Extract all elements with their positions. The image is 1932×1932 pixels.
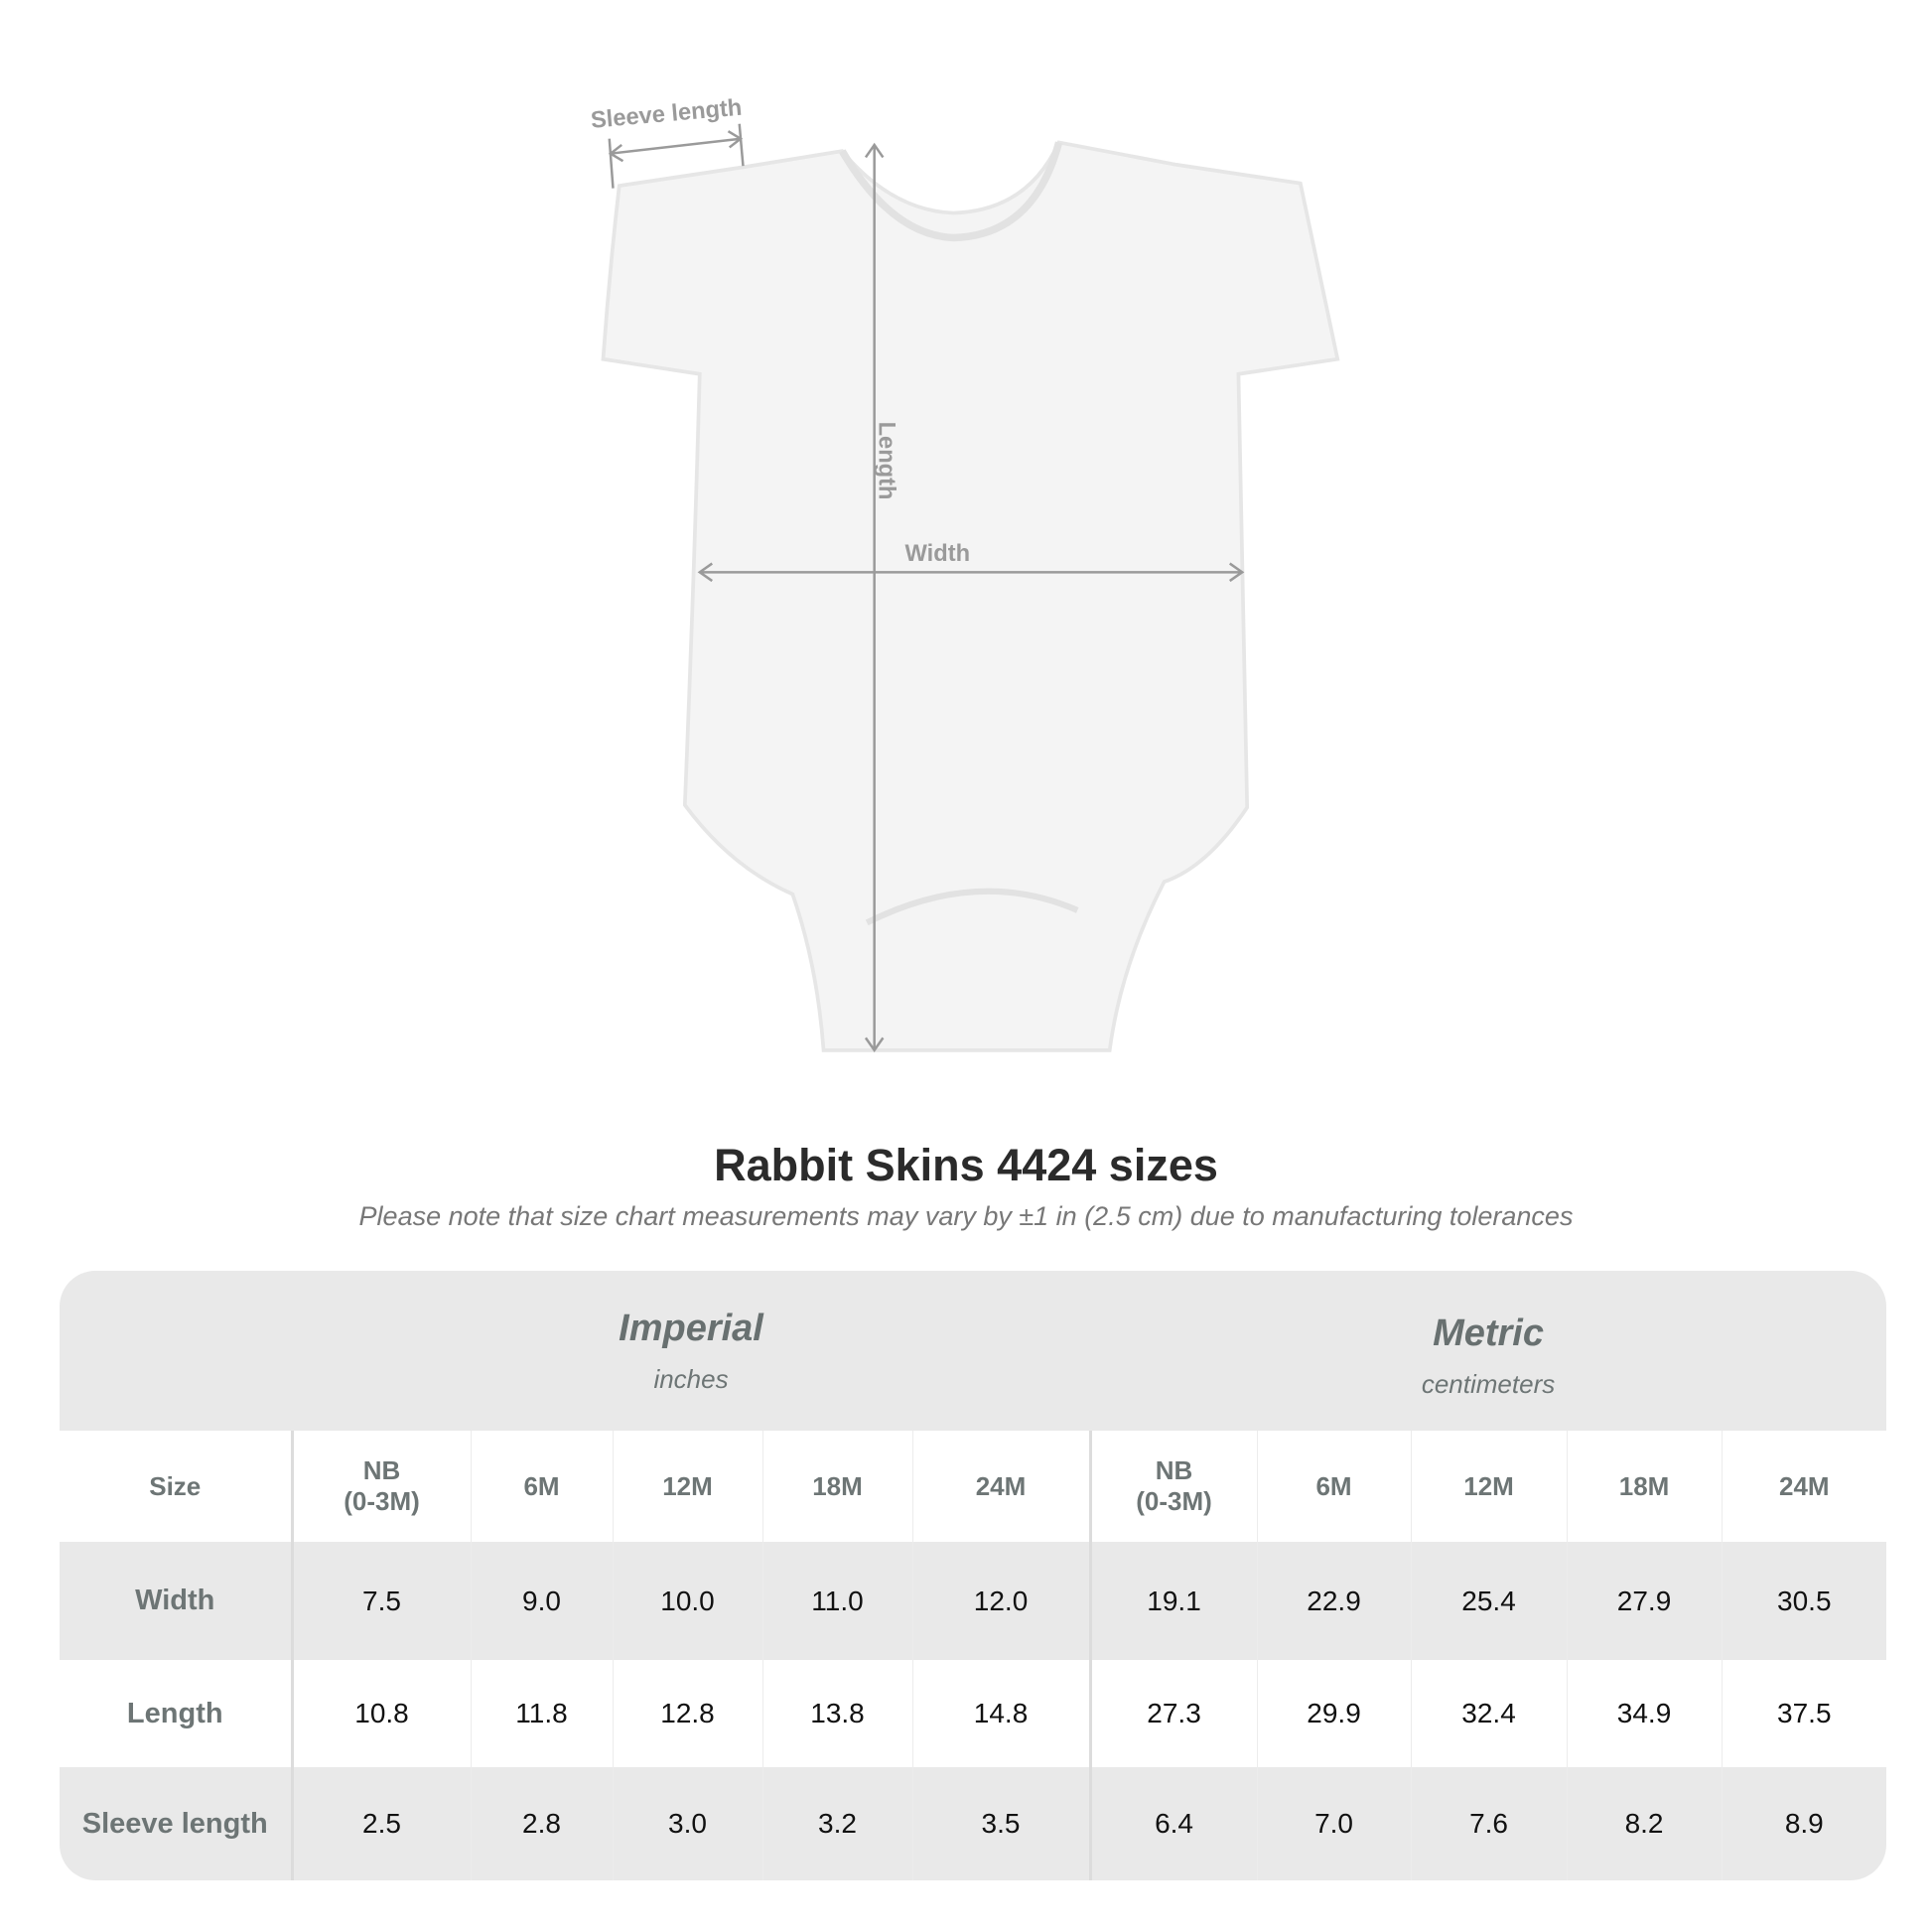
size-header-metric: 6M (1256, 1431, 1412, 1542)
cell-imperial: 3.0 (612, 1767, 762, 1880)
cell-metric: 8.2 (1566, 1767, 1723, 1880)
snap-flap (865, 888, 1079, 926)
sleeve-arrow (610, 137, 742, 155)
size-header-imperial: 12M (612, 1431, 762, 1542)
size-header-imperial: 6M (470, 1431, 613, 1542)
cell-metric: 7.0 (1256, 1767, 1412, 1880)
cell-imperial: 14.8 (911, 1660, 1091, 1767)
imperial-unit: inches (653, 1363, 729, 1394)
size-table: Imperial inches Metric centimeters Size … (60, 1271, 1886, 1880)
cell-imperial: 11.8 (470, 1660, 613, 1767)
cell-imperial: 9.0 (470, 1542, 613, 1660)
cell-metric: 32.4 (1410, 1660, 1568, 1767)
size-header-metric: 12M (1410, 1431, 1568, 1542)
row-label: Sleeve length (60, 1767, 294, 1880)
size-header-row: Size NB (0-3M) 6M 12M 18M 24M NB (0-3M) 6M 12M 1… (60, 1431, 1886, 1542)
size-header-metric: NB (0-3M) (1088, 1431, 1258, 1542)
width-label: Width (905, 541, 971, 567)
imperial-label: Imperial (619, 1307, 763, 1349)
cell-imperial: 12.8 (612, 1660, 762, 1767)
cell-metric: 25.4 (1410, 1542, 1568, 1660)
cell-metric: 6.4 (1088, 1767, 1258, 1880)
size-header-imperial: 18M (761, 1431, 912, 1542)
cell-imperial: 7.5 (291, 1542, 471, 1660)
cell-metric: 27.9 (1566, 1542, 1723, 1660)
cell-metric: 30.5 (1721, 1542, 1886, 1660)
unit-header-row: Imperial inches Metric centimeters (60, 1271, 1886, 1431)
imperial-header: Imperial inches (292, 1271, 1091, 1431)
table-row: Width 7.5 9.0 10.0 11.0 12.0 19.1 22.9 25.4 27.9 3… (60, 1542, 1886, 1660)
length-label: Length (874, 422, 899, 500)
size-header-metric: 18M (1566, 1431, 1723, 1542)
cell-metric: 37.5 (1721, 1660, 1886, 1767)
tolerance-note: Please note that size chart measurements… (358, 1201, 1574, 1231)
cell-metric: 7.6 (1410, 1767, 1568, 1880)
cell-imperial: 2.5 (291, 1767, 471, 1880)
onesie-garment (601, 140, 1340, 1052)
row-label: Width (60, 1542, 294, 1660)
cell-imperial: 12.0 (911, 1542, 1091, 1660)
cell-imperial: 3.5 (911, 1767, 1091, 1880)
sleeve-label: Sleeve length (590, 95, 743, 134)
size-header-imperial: NB (0-3M) (291, 1431, 471, 1542)
metric-header: Metric centimeters (1090, 1271, 1886, 1431)
table-row: Sleeve length 2.5 2.8 3.0 3.2 3.5 6.4 7.0 7.6 8.2… (60, 1767, 1886, 1880)
cell-metric: 27.3 (1088, 1660, 1258, 1767)
page-title: Rabbit Skins 4424 sizes (714, 1140, 1218, 1190)
cell-imperial: 10.0 (612, 1542, 762, 1660)
size-header-imperial: 24M (911, 1431, 1091, 1542)
cell-imperial: 13.8 (761, 1660, 912, 1767)
cell-metric: 8.9 (1721, 1767, 1886, 1880)
size-header-metric: 24M (1721, 1431, 1886, 1542)
cell-metric: 29.9 (1256, 1660, 1412, 1767)
cell-imperial: 11.0 (761, 1542, 912, 1660)
cell-imperial: 3.2 (761, 1767, 912, 1880)
cell-imperial: 10.8 (291, 1660, 471, 1767)
metric-unit: centimeters (1421, 1368, 1556, 1399)
cell-imperial: 2.8 (470, 1767, 613, 1880)
table-row: Length 10.8 11.8 12.8 13.8 14.8 27.3 29.9 32.4 34… (60, 1660, 1886, 1767)
metric-label: Metric (1433, 1311, 1544, 1354)
row-label: Length (60, 1660, 294, 1767)
cell-metric: 22.9 (1256, 1542, 1412, 1660)
cell-metric: 34.9 (1566, 1660, 1723, 1767)
cell-metric: 19.1 (1088, 1542, 1258, 1660)
size-label: Size (60, 1431, 294, 1542)
